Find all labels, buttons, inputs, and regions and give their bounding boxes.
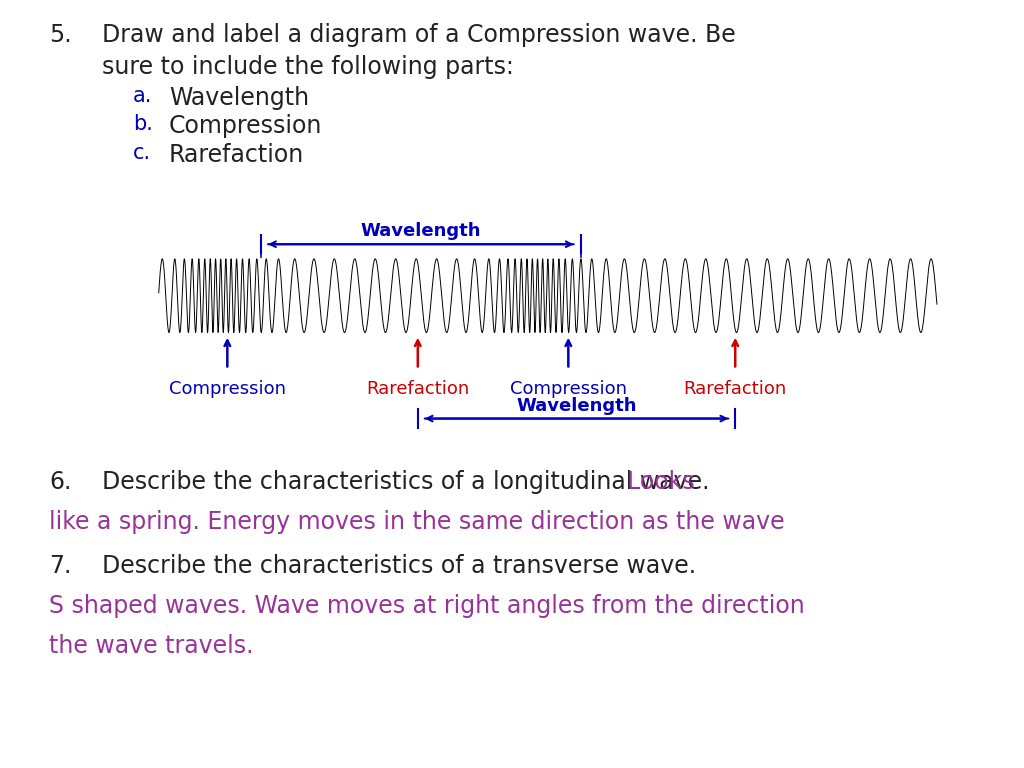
Text: Compression: Compression bbox=[510, 380, 627, 398]
Text: Rarefaction: Rarefaction bbox=[367, 380, 469, 398]
Text: Wavelength: Wavelength bbox=[169, 86, 309, 110]
Text: a.: a. bbox=[133, 86, 153, 106]
Text: sure to include the following parts:: sure to include the following parts: bbox=[102, 55, 514, 79]
Text: Rarefaction: Rarefaction bbox=[169, 143, 304, 167]
Text: the wave travels.: the wave travels. bbox=[49, 634, 254, 658]
Text: Compression: Compression bbox=[169, 380, 286, 398]
Text: Describe the characteristics of a transverse wave.: Describe the characteristics of a transv… bbox=[102, 554, 696, 578]
Text: b.: b. bbox=[133, 114, 153, 134]
Text: Wavelength: Wavelength bbox=[360, 223, 481, 240]
Text: 7.: 7. bbox=[49, 554, 72, 578]
Text: 5.: 5. bbox=[49, 23, 72, 47]
Text: Compression: Compression bbox=[169, 114, 323, 138]
Text: Wavelength: Wavelength bbox=[516, 397, 637, 415]
Text: Looks: Looks bbox=[102, 470, 695, 494]
Text: Describe the characteristics of a longitudinal wave.: Describe the characteristics of a longit… bbox=[102, 470, 725, 494]
Text: Rarefaction: Rarefaction bbox=[684, 380, 786, 398]
Text: S shaped waves. Wave moves at right angles from the direction: S shaped waves. Wave moves at right angl… bbox=[49, 594, 805, 618]
Text: Draw and label a diagram of a Compression wave. Be: Draw and label a diagram of a Compressio… bbox=[102, 23, 736, 47]
Text: 6.: 6. bbox=[49, 470, 72, 494]
Text: like a spring. Energy moves in the same direction as the wave: like a spring. Energy moves in the same … bbox=[49, 510, 784, 534]
Text: c.: c. bbox=[133, 143, 152, 163]
